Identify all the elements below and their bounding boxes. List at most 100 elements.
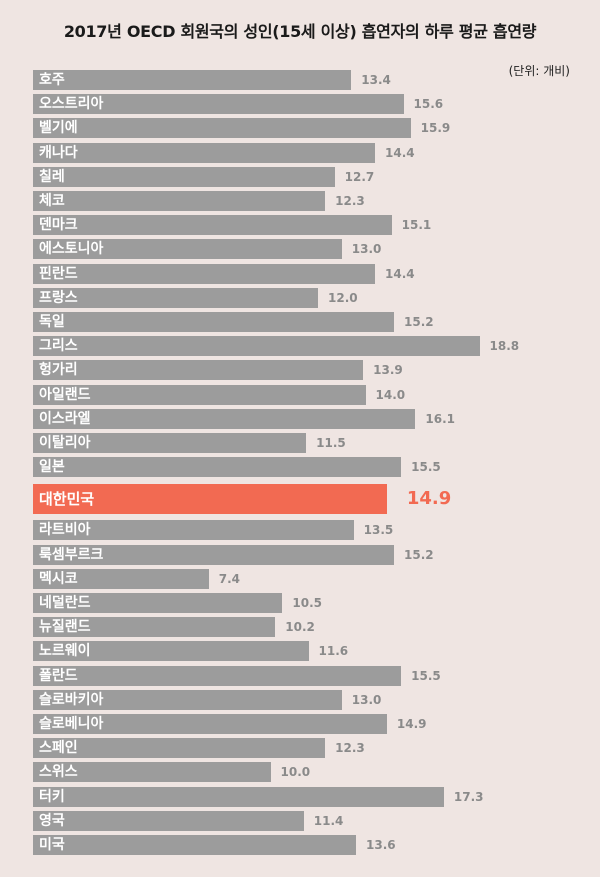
category-label: 오스트리아 <box>39 96 104 113</box>
value-label: 12.0 <box>328 290 358 305</box>
category-label: 미국 <box>39 837 65 853</box>
category-label: 칠레 <box>39 168 65 185</box>
value-label: 13.0 <box>351 692 382 707</box>
category-label: 스위스 <box>39 764 78 781</box>
bar <box>33 384 366 405</box>
bar <box>33 617 276 638</box>
value-label: 14.9 <box>406 488 452 510</box>
category-label: 네덜란드 <box>39 595 91 611</box>
value-label: 13.5 <box>363 523 394 538</box>
category-label: 라트비아 <box>39 522 91 539</box>
value-label: 13.0 <box>351 242 382 257</box>
bar <box>33 593 283 613</box>
value-label: 13.6 <box>366 838 396 852</box>
bar <box>33 166 335 187</box>
category-label: 체코 <box>39 193 65 209</box>
value-label: 18.8 <box>489 339 520 354</box>
category-label: 스페인 <box>39 740 78 757</box>
value-label: 13.4 <box>361 73 391 87</box>
value-label: 14.0 <box>375 387 406 402</box>
value-label: 14.4 <box>385 145 415 160</box>
bar <box>33 665 402 686</box>
category-label: 독일 <box>39 314 65 330</box>
value-label: 15.2 <box>404 547 434 562</box>
bar <box>33 810 304 831</box>
category-label: 멕시코 <box>39 570 78 587</box>
category-label: 폴란드 <box>39 667 78 684</box>
bar <box>33 738 326 759</box>
bar <box>33 568 209 589</box>
value-label: 10.0 <box>280 765 311 780</box>
bar <box>33 336 480 357</box>
value-label: 7.4 <box>218 571 241 586</box>
bar <box>33 70 352 90</box>
value-label: 15.6 <box>413 97 444 112</box>
value-label: 10.2 <box>285 620 315 635</box>
value-label: 14.9 <box>396 717 427 731</box>
value-label: 14.4 <box>385 266 415 281</box>
category-label: 프랑스 <box>39 289 78 306</box>
bar <box>33 142 375 163</box>
category-label: 호주 <box>39 72 65 88</box>
category-label: 덴마크 <box>39 217 78 234</box>
bar <box>33 457 402 478</box>
bar <box>33 263 375 284</box>
category-label: 헝가리 <box>39 362 78 379</box>
category-label: 캐나다 <box>39 144 78 161</box>
category-label: 슬로베니아 <box>39 716 104 732</box>
bar <box>33 520 354 541</box>
category-label: 뉴질랜드 <box>39 619 91 636</box>
bar <box>33 239 342 260</box>
category-label: 터키 <box>39 788 65 805</box>
category-label: 노르웨이 <box>39 643 91 660</box>
value-label: 12.3 <box>335 741 365 756</box>
value-label: 15.2 <box>404 315 434 329</box>
bar <box>33 484 387 515</box>
bar <box>33 544 394 565</box>
bar <box>33 191 326 211</box>
bar <box>33 312 394 332</box>
bar <box>33 689 342 710</box>
category-label: 일본 <box>39 459 65 476</box>
bar <box>33 94 404 115</box>
value-label: 15.5 <box>411 460 441 475</box>
bar <box>33 360 364 381</box>
value-label: 15.9 <box>420 121 451 136</box>
bar <box>33 641 309 662</box>
value-label: 12.3 <box>335 194 365 208</box>
bar <box>33 835 356 855</box>
value-label: 12.7 <box>344 169 375 184</box>
value-label: 15.1 <box>401 218 432 233</box>
value-label: 15.5 <box>411 668 441 683</box>
category-label: 그리스 <box>39 338 78 355</box>
value-label: 10.5 <box>292 596 322 610</box>
category-label: 대한민국 <box>39 490 95 509</box>
category-label: 아일랜드 <box>39 386 91 403</box>
value-label: 13.9 <box>373 363 403 378</box>
bar <box>33 408 416 429</box>
unit-label: (단위: 개비) <box>508 64 570 78</box>
bar <box>33 714 387 734</box>
value-label: 17.3 <box>453 789 484 804</box>
chart-title: 2017년 OECD 회원국의 성인(15세 이상) 흡연자의 하루 평균 흡연… <box>63 22 537 41</box>
bar <box>33 786 444 807</box>
bar <box>33 433 307 453</box>
category-label: 에스토니아 <box>39 241 104 258</box>
value-label: 11.5 <box>316 436 346 450</box>
bar <box>33 118 411 139</box>
value-label: 11.6 <box>318 644 349 659</box>
bar <box>33 762 271 783</box>
category-label: 영국 <box>39 812 65 829</box>
bar <box>33 215 392 236</box>
category-label: 룩셈부르크 <box>39 546 104 563</box>
bar <box>33 287 318 308</box>
value-label: 16.1 <box>425 411 455 426</box>
category-label: 핀란드 <box>39 265 78 282</box>
value-label: 11.4 <box>313 813 344 828</box>
category-label: 벨기에 <box>39 120 78 137</box>
category-label: 이스라엘 <box>39 410 91 427</box>
category-label: 이탈리아 <box>39 435 91 451</box>
category-label: 슬로바키아 <box>39 691 104 708</box>
